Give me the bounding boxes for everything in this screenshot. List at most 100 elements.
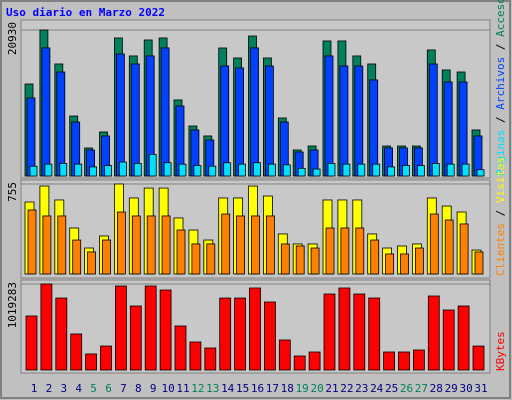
x-tick-label: 12 xyxy=(191,382,204,395)
bar xyxy=(339,65,349,177)
bar xyxy=(146,215,156,275)
bar xyxy=(189,341,202,371)
bar xyxy=(338,287,351,371)
x-tick-label: 23 xyxy=(355,382,368,395)
bar xyxy=(129,305,142,371)
bar xyxy=(431,163,440,177)
y-tick-label: 20930 xyxy=(6,22,19,55)
bar xyxy=(159,289,172,371)
bar xyxy=(161,215,171,275)
bar xyxy=(325,227,335,275)
bar xyxy=(398,351,410,371)
bar xyxy=(310,247,320,275)
bar xyxy=(178,163,187,177)
bar xyxy=(263,301,276,371)
bar xyxy=(459,223,469,275)
bar xyxy=(442,309,455,371)
bar xyxy=(353,293,366,371)
bar xyxy=(89,166,97,177)
bar xyxy=(412,349,425,371)
bar xyxy=(324,55,334,177)
bar xyxy=(327,163,336,177)
bar xyxy=(236,215,246,275)
legend: KBytes xyxy=(494,331,507,371)
bar xyxy=(119,161,127,177)
bar xyxy=(474,251,484,275)
bar xyxy=(27,209,37,275)
x-tick-label: 22 xyxy=(340,382,353,395)
bar xyxy=(57,215,67,275)
bar xyxy=(428,63,438,177)
bar xyxy=(176,229,186,275)
bar xyxy=(427,295,440,371)
legend-entry: Archivos xyxy=(494,57,507,110)
bar xyxy=(368,297,381,371)
bar xyxy=(444,219,454,275)
bar xyxy=(115,285,127,371)
bar xyxy=(223,162,232,177)
bar xyxy=(383,351,396,371)
x-tick-label: 29 xyxy=(445,382,458,395)
bar xyxy=(446,163,455,177)
bar xyxy=(220,65,230,177)
x-tick-label: 6 xyxy=(105,382,112,395)
bar xyxy=(357,163,366,177)
bar xyxy=(238,163,247,177)
bar xyxy=(44,163,53,177)
legend: Clientes / Visitas xyxy=(494,157,507,276)
bar xyxy=(204,347,217,371)
bar xyxy=(100,345,112,371)
bar xyxy=(253,162,261,177)
chart-title: Uso diario en Marzo 2022 xyxy=(6,6,165,19)
x-tick-label: 28 xyxy=(430,382,443,395)
bar xyxy=(219,297,232,371)
x-tick-label: 27 xyxy=(415,382,428,395)
x-tick-label: 4 xyxy=(75,382,82,395)
bar xyxy=(70,333,83,371)
x-tick-label: 30 xyxy=(459,382,472,395)
bar xyxy=(87,251,96,275)
bar xyxy=(41,47,51,177)
bar xyxy=(160,47,170,177)
bar xyxy=(457,305,470,371)
bar xyxy=(264,65,274,177)
x-tick-label: 14 xyxy=(221,382,235,395)
bar xyxy=(144,285,157,371)
y-tick-label: 755 xyxy=(6,182,19,202)
bar xyxy=(472,345,485,371)
bar xyxy=(208,165,217,177)
bar xyxy=(400,253,409,275)
bar xyxy=(59,163,68,177)
bar xyxy=(55,297,68,371)
bar xyxy=(56,71,66,177)
bar xyxy=(130,63,140,177)
x-tick-label: 19 xyxy=(296,382,309,395)
bar xyxy=(133,163,142,177)
x-tick-label: 1 xyxy=(31,382,38,395)
bar xyxy=(265,215,275,275)
bar xyxy=(461,163,470,177)
x-tick-label: 18 xyxy=(281,382,294,395)
bar xyxy=(443,81,453,177)
bar xyxy=(297,167,306,177)
legend-separator: / xyxy=(494,37,507,57)
bar xyxy=(221,213,231,275)
bar xyxy=(74,163,83,177)
bar xyxy=(191,243,201,275)
x-tick-label: 11 xyxy=(176,382,189,395)
x-tick-label: 3 xyxy=(60,382,67,395)
x-tick-label: 17 xyxy=(266,382,279,395)
x-tick-label: 13 xyxy=(206,382,219,395)
bar xyxy=(234,297,247,371)
bar xyxy=(104,165,112,177)
x-tick-label: 21 xyxy=(325,382,338,395)
legend: Páginas / Archivos / Accesos xyxy=(494,0,507,176)
bar xyxy=(342,163,351,177)
bar xyxy=(29,165,38,177)
bar xyxy=(340,227,350,275)
bar xyxy=(206,243,216,275)
bar xyxy=(370,239,380,275)
bar xyxy=(25,315,38,371)
x-tick-label: 26 xyxy=(400,382,413,395)
